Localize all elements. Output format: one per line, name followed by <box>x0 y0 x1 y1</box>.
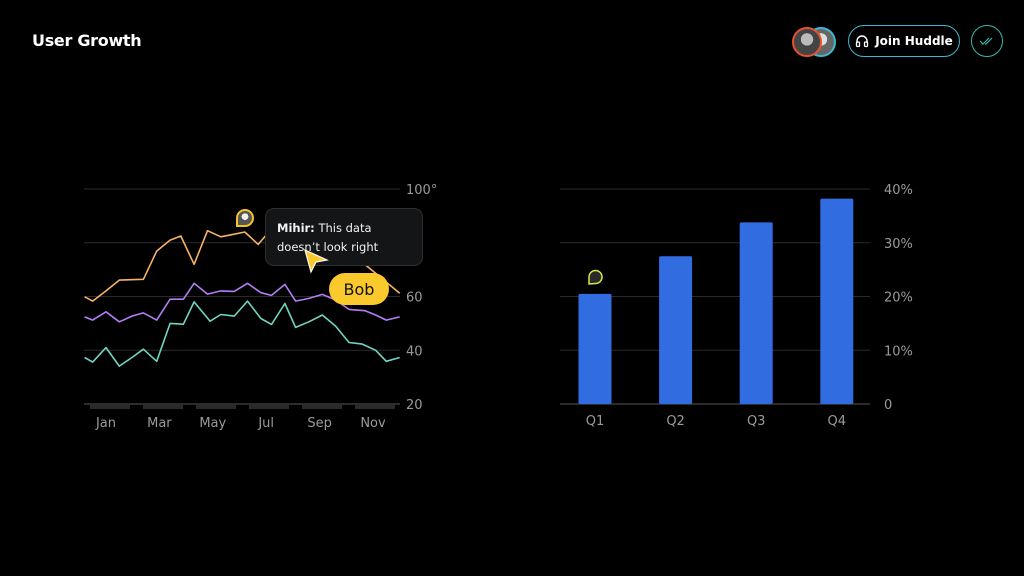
x-tick-label: Q3 <box>747 414 766 429</box>
x-tick-label: Q4 <box>828 414 847 429</box>
x-axis-segment <box>355 405 395 409</box>
x-tick-label: Jul <box>257 416 274 431</box>
x-axis-segment <box>249 405 289 409</box>
x-tick-label: Q1 <box>586 414 605 429</box>
x-axis-segment <box>143 405 183 409</box>
x-tick-label: May <box>199 416 226 431</box>
x-axis-segment <box>196 405 236 409</box>
join-huddle-button[interactable]: Join Huddle <box>848 25 960 57</box>
y-tick-label: 30% <box>884 237 913 252</box>
y-tick-label: 10% <box>884 344 913 359</box>
comment-author: Mihir: <box>277 221 315 235</box>
series-line-3 <box>84 300 400 367</box>
headphones-icon <box>856 35 869 48</box>
x-tick-label: Q2 <box>666 414 685 429</box>
cursor-pointer-icon <box>304 248 329 274</box>
x-tick-label: Mar <box>147 416 172 431</box>
series-line-2 <box>84 282 400 323</box>
avatar[interactable] <box>792 27 822 57</box>
x-axis-segment <box>90 405 130 409</box>
bar-q4 <box>820 198 854 404</box>
y-tick-label: 20% <box>884 291 913 306</box>
collaborator-avatars[interactable] <box>792 27 838 57</box>
y-tick-label: 40% <box>884 183 913 198</box>
double-check-icon <box>979 37 993 45</box>
bar-q1 <box>578 293 612 404</box>
y-tick-label: 20 <box>406 398 423 413</box>
resolve-button[interactable] <box>971 25 1003 57</box>
y-tick-label: 40 <box>406 344 423 359</box>
x-tick-label: Nov <box>360 416 386 431</box>
y-tick-label: 100° <box>406 183 437 198</box>
join-huddle-label: Join Huddle <box>875 34 953 48</box>
comment-pin-avatar[interactable] <box>236 209 254 227</box>
cursor-label-bob: Bob <box>329 273 389 305</box>
comment-pin-icon[interactable] <box>586 268 606 288</box>
x-axis-segment <box>302 405 342 409</box>
comment-tooltip: Mihir: This data doesn’t look right <box>265 208 423 266</box>
page-title: User Growth <box>32 31 142 50</box>
y-tick-label: 60 <box>406 291 423 306</box>
x-tick-label: Sep <box>307 416 332 431</box>
y-tick-label: 0 <box>884 398 892 413</box>
x-tick-label: Jan <box>95 416 116 431</box>
comment-text: This data doesn’t look right <box>277 221 379 254</box>
bar-q3 <box>739 222 773 404</box>
bar-q2 <box>659 256 693 404</box>
